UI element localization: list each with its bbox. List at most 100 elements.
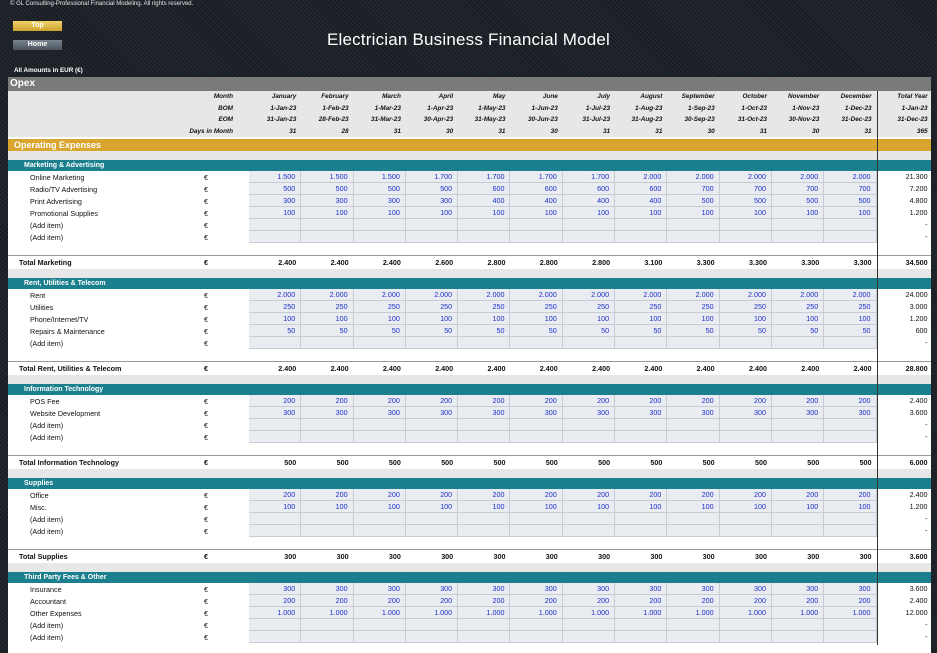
expense-input-cell[interactable]: 2.000	[562, 289, 616, 301]
expense-input-cell[interactable]	[510, 419, 563, 431]
expense-input-cell[interactable]: 1.000	[824, 607, 877, 619]
expense-input-cell[interactable]: 50	[667, 325, 720, 337]
expense-input-cell[interactable]: 50	[824, 325, 877, 337]
expense-input-cell[interactable]	[458, 631, 511, 643]
expense-input-cell[interactable]: 100	[353, 207, 406, 219]
expense-input-cell[interactable]	[562, 431, 616, 443]
expense-input-cell[interactable]: 200	[771, 595, 825, 607]
expense-input-cell[interactable]	[458, 619, 511, 631]
expense-input-cell[interactable]: 1.000	[667, 607, 720, 619]
expense-input-cell[interactable]: 1.500	[249, 171, 302, 183]
expense-input-cell[interactable]	[353, 419, 406, 431]
expense-input-cell[interactable]: 2.000	[405, 289, 459, 301]
expense-input-cell[interactable]: 200	[353, 595, 406, 607]
expense-input-cell[interactable]: 50	[249, 325, 302, 337]
expense-input-cell[interactable]: 200	[824, 395, 877, 407]
expense-input-cell[interactable]: 500	[771, 195, 825, 207]
expense-input-cell[interactable]: 100	[458, 501, 511, 513]
home-button[interactable]: Home	[12, 39, 63, 51]
expense-input-cell[interactable]	[249, 619, 302, 631]
expense-input-cell[interactable]	[719, 513, 772, 525]
expense-input-cell[interactable]: 50	[353, 325, 406, 337]
expense-input-cell[interactable]: 300	[301, 583, 354, 595]
expense-input-cell[interactable]: 1.000	[405, 607, 459, 619]
expense-input-cell[interactable]: 200	[405, 395, 459, 407]
expense-input-cell[interactable]: 200	[824, 489, 877, 501]
expense-input-cell[interactable]: 200	[405, 489, 459, 501]
expense-input-cell[interactable]: 1.700	[405, 171, 459, 183]
expense-input-cell[interactable]	[615, 231, 668, 243]
expense-input-cell[interactable]: 50	[771, 325, 825, 337]
expense-input-cell[interactable]: 250	[249, 301, 302, 313]
expense-input-cell[interactable]: 200	[562, 595, 616, 607]
expense-input-cell[interactable]	[824, 525, 877, 537]
expense-input-cell[interactable]: 200	[458, 395, 511, 407]
expense-input-cell[interactable]	[562, 337, 616, 349]
expense-input-cell[interactable]	[719, 219, 772, 231]
expense-input-cell[interactable]: 500	[667, 195, 720, 207]
expense-input-cell[interactable]	[510, 525, 563, 537]
expense-input-cell[interactable]: 1.700	[458, 171, 511, 183]
expense-input-cell[interactable]	[771, 337, 825, 349]
expense-input-cell[interactable]: 500	[249, 183, 302, 195]
expense-input-cell[interactable]: 400	[615, 195, 668, 207]
expense-input-cell[interactable]: 1.000	[771, 607, 825, 619]
expense-input-cell[interactable]: 1.500	[301, 171, 354, 183]
expense-input-cell[interactable]: 200	[667, 395, 720, 407]
expense-input-cell[interactable]: 50	[615, 325, 668, 337]
expense-input-cell[interactable]	[667, 631, 720, 643]
expense-input-cell[interactable]	[301, 231, 354, 243]
expense-input-cell[interactable]	[667, 337, 720, 349]
expense-input-cell[interactable]	[615, 337, 668, 349]
expense-input-cell[interactable]	[562, 219, 616, 231]
expense-input-cell[interactable]: 1.500	[353, 171, 406, 183]
expense-input-cell[interactable]: 600	[510, 183, 563, 195]
expense-input-cell[interactable]: 2.000	[771, 289, 825, 301]
expense-input-cell[interactable]: 1.000	[510, 607, 563, 619]
expense-input-cell[interactable]: 100	[458, 313, 511, 325]
expense-input-cell[interactable]	[615, 513, 668, 525]
expense-input-cell[interactable]: 500	[824, 195, 877, 207]
expense-input-cell[interactable]	[301, 525, 354, 537]
expense-input-cell[interactable]: 200	[771, 489, 825, 501]
expense-input-cell[interactable]	[353, 525, 406, 537]
expense-input-cell[interactable]	[353, 431, 406, 443]
expense-input-cell[interactable]: 100	[458, 207, 511, 219]
expense-input-cell[interactable]: 2.000	[615, 289, 668, 301]
expense-input-cell[interactable]: 200	[458, 595, 511, 607]
expense-input-cell[interactable]: 250	[719, 301, 772, 313]
expense-input-cell[interactable]: 100	[301, 501, 354, 513]
expense-input-cell[interactable]: 2.000	[615, 171, 668, 183]
expense-input-cell[interactable]	[353, 337, 406, 349]
expense-input-cell[interactable]: 600	[615, 183, 668, 195]
expense-input-cell[interactable]: 250	[353, 301, 406, 313]
expense-input-cell[interactable]	[353, 631, 406, 643]
expense-input-cell[interactable]: 200	[353, 395, 406, 407]
expense-input-cell[interactable]: 200	[719, 595, 772, 607]
expense-input-cell[interactable]: 300	[719, 407, 772, 419]
expense-input-cell[interactable]: 1.000	[353, 607, 406, 619]
expense-input-cell[interactable]: 100	[301, 313, 354, 325]
expense-input-cell[interactable]: 100	[667, 501, 720, 513]
expense-input-cell[interactable]	[667, 231, 720, 243]
expense-input-cell[interactable]: 500	[353, 183, 406, 195]
expense-input-cell[interactable]	[667, 431, 720, 443]
expense-input-cell[interactable]	[249, 337, 302, 349]
expense-input-cell[interactable]	[249, 513, 302, 525]
expense-input-cell[interactable]: 2.000	[249, 289, 302, 301]
expense-input-cell[interactable]: 100	[353, 501, 406, 513]
expense-input-cell[interactable]: 300	[458, 407, 511, 419]
expense-input-cell[interactable]	[824, 431, 877, 443]
expense-input-cell[interactable]: 250	[458, 301, 511, 313]
expense-input-cell[interactable]	[771, 525, 825, 537]
expense-input-cell[interactable]: 1.000	[719, 607, 772, 619]
expense-input-cell[interactable]: 300	[353, 583, 406, 595]
expense-input-cell[interactable]: 2.000	[771, 171, 825, 183]
expense-input-cell[interactable]	[824, 219, 877, 231]
expense-input-cell[interactable]: 300	[510, 407, 563, 419]
expense-input-cell[interactable]: 200	[405, 595, 459, 607]
expense-input-cell[interactable]: 200	[719, 395, 772, 407]
expense-input-cell[interactable]: 2.000	[510, 289, 563, 301]
expense-input-cell[interactable]: 200	[667, 489, 720, 501]
expense-input-cell[interactable]: 300	[353, 195, 406, 207]
